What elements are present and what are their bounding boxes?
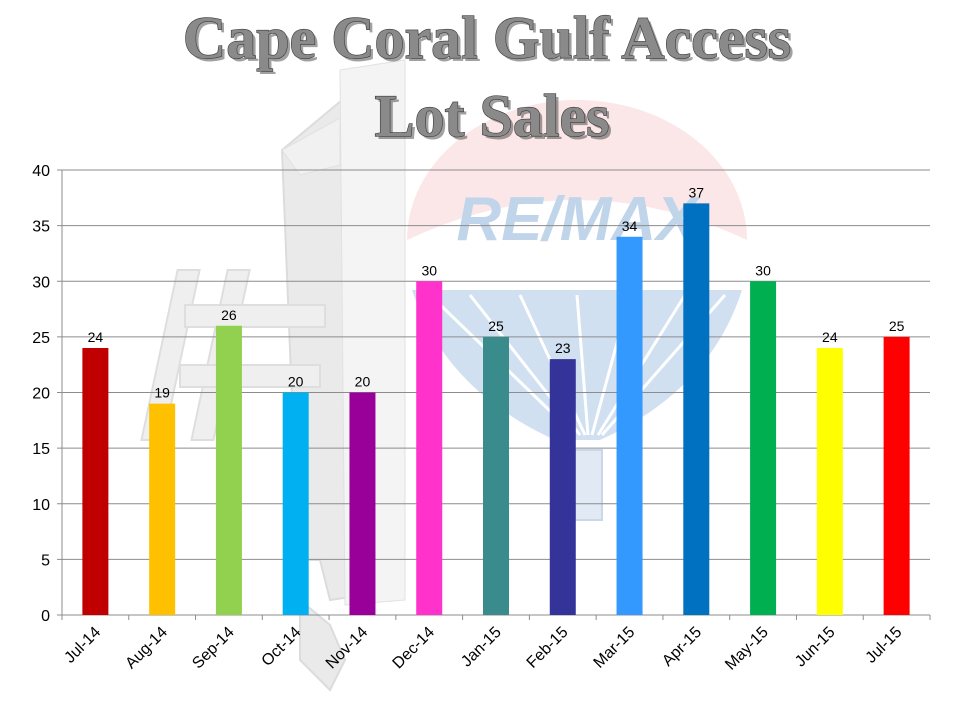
chart-title-line-2: Lot Sales xyxy=(374,83,609,149)
x-axis-ticks: Jul-14 Aug-14 Sep-14 Oct-14 Nov-14 Dec-14 Jan-… xyxy=(61,615,931,674)
bar-Apr-15 xyxy=(683,203,710,615)
bar-Dec-14 xyxy=(416,281,443,615)
gridlines xyxy=(62,169,930,560)
y-tick-label: 5 xyxy=(41,552,50,569)
data-label-Feb-15: 23 xyxy=(555,340,571,356)
x-tick-label-Mar-15: Mar-15 xyxy=(591,624,639,672)
data-label-Mar-15: 34 xyxy=(622,218,638,234)
chart-title-line-2-shadow: Lot Sales xyxy=(377,86,612,152)
y-tick-label: 25 xyxy=(32,330,50,347)
data-label-Nov-14: 20 xyxy=(355,374,371,390)
chart-title-line-1: Cape Coral Gulf Access xyxy=(183,5,791,71)
data-label-May-15: 30 xyxy=(755,262,771,278)
data-label-Dec-14: 30 xyxy=(421,262,437,278)
data-label-Oct-14: 20 xyxy=(288,374,304,390)
y-tick-label: 10 xyxy=(32,497,50,514)
y-axis-ticks: 0 5 10 15 20 25 30 35 40 xyxy=(32,163,62,625)
bar-Feb-15 xyxy=(549,359,576,615)
chart-title: Cape Coral Gulf Access Cape Coral Gulf A… xyxy=(182,4,794,152)
data-label-Jun-15: 24 xyxy=(822,329,838,345)
bar-Jul-15 xyxy=(883,336,910,615)
x-tick-label-Jan-15: Jan-15 xyxy=(458,624,505,671)
data-label-Jul-15: 25 xyxy=(889,318,905,334)
bar-Jul-14 xyxy=(82,348,109,615)
bar-Jun-15 xyxy=(816,348,843,615)
y-tick-label: 0 xyxy=(41,608,50,625)
bar-Aug-14 xyxy=(149,403,176,615)
y-tick-label: 20 xyxy=(32,386,50,403)
x-tick-label-Feb-15: Feb-15 xyxy=(524,624,572,672)
chart-title-line-1-shadow: Cape Coral Gulf Access xyxy=(186,8,794,74)
x-tick-label-Jul-14: Jul-14 xyxy=(61,624,104,667)
bar-Nov-14 xyxy=(349,392,376,615)
x-tick-label-May-15: May-15 xyxy=(722,624,772,674)
x-tick-label-Apr-15: Apr-15 xyxy=(659,624,705,670)
y-tick-label: 40 xyxy=(32,163,50,180)
y-tick-label: 35 xyxy=(32,219,50,236)
y-tick-label: 15 xyxy=(32,441,50,458)
bar-May-15 xyxy=(750,281,777,615)
x-tick-label-Aug-14: Aug-14 xyxy=(122,624,171,673)
brand-watermark-text: RE/MAX xyxy=(456,185,701,254)
data-label-Apr-15: 37 xyxy=(689,184,705,200)
x-tick-label-Jun-15: Jun-15 xyxy=(792,624,839,671)
y-tick-label: 30 xyxy=(32,274,50,291)
data-labels: 24 19 26 20 20 30 25 23 34 37 30 24 25 xyxy=(88,184,905,400)
data-label-Aug-14: 19 xyxy=(154,385,170,401)
bar-Oct-14 xyxy=(282,392,309,615)
bar-Mar-15 xyxy=(616,236,643,615)
data-label-Jul-14: 24 xyxy=(88,329,104,345)
x-tick-label-Jul-15: Jul-15 xyxy=(863,624,906,667)
x-tick-label-Oct-14: Oct-14 xyxy=(259,624,305,670)
bar-Jan-15 xyxy=(483,336,509,615)
data-label-Jan-15: 25 xyxy=(488,318,504,334)
bars xyxy=(82,203,910,615)
x-tick-label-Sep-14: Sep-14 xyxy=(189,624,238,673)
data-label-Sep-14: 26 xyxy=(221,307,237,323)
bar-Sep-14 xyxy=(215,325,242,615)
x-tick-label-Dec-14: Dec-14 xyxy=(390,624,439,673)
